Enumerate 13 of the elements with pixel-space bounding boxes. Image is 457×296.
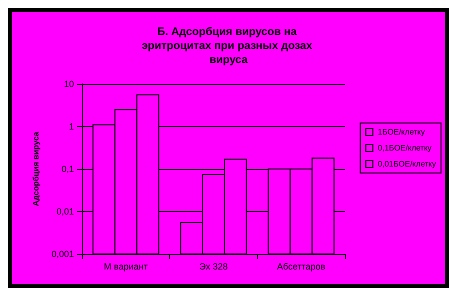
y-tick-label: 10 (64, 79, 74, 89)
y-tick-label: 0,01 (56, 206, 74, 216)
y-axis-title: Адсорбция вируса (32, 131, 40, 206)
y-tick-label: 0,1 (61, 164, 74, 174)
legend-label: 0,1БОЕ/клетку (378, 144, 432, 152)
x-tick-label: Эх 328 (199, 262, 228, 272)
x-tick-label: М вариант (104, 262, 148, 272)
y-tick-label: 0,001 (51, 249, 74, 259)
legend-label: 0,01БОЕ/клетку (378, 160, 436, 168)
legend-label: 1БОЕ/клетку (378, 128, 425, 136)
x-tick-label: Абсеттаров (277, 262, 326, 272)
y-tick-label: 1 (68, 122, 74, 132)
chart-title: Б. Адсорбция вирусов на эритроцитах при разных дозах вируса (142, 26, 316, 66)
